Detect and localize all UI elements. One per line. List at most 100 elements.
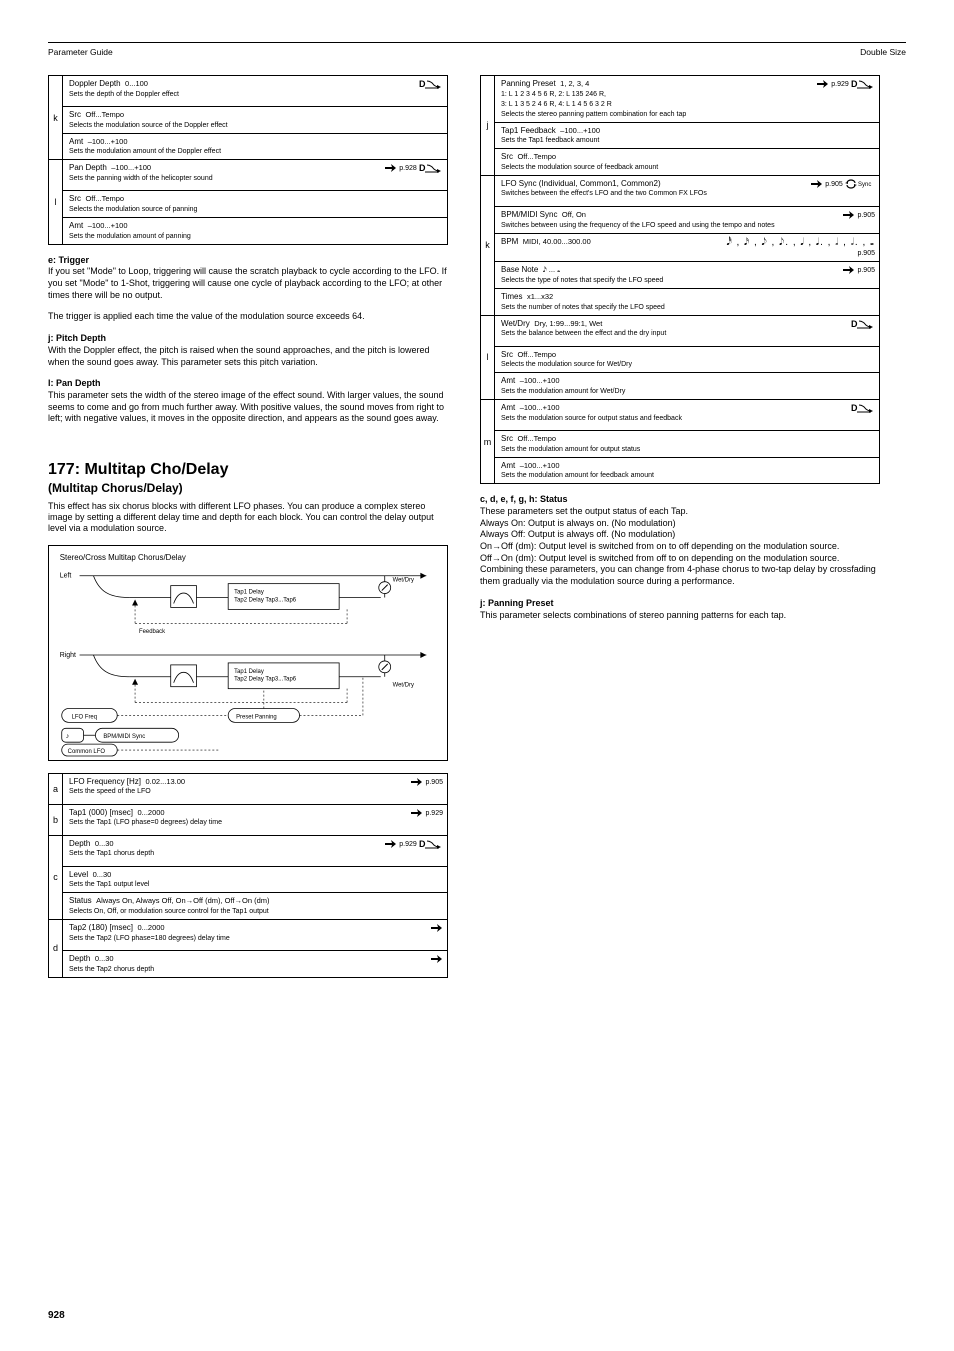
table-row: jPanning Preset 1, 2, 3, 41: L 1 2 3 4 5…	[481, 76, 879, 175]
table-row: lPan Depth –100...+100Sets the panning w…	[49, 159, 447, 243]
row-letter: j	[481, 76, 495, 175]
row-main: Pan Depth –100...+100Sets the panning wi…	[63, 160, 447, 190]
row-letter: l	[49, 160, 63, 243]
dmod-icon	[851, 79, 875, 89]
dmod-icon	[851, 319, 875, 329]
row-main: Doppler Depth 0...100Sets the depth of t…	[63, 76, 447, 106]
page-number: 928	[48, 1310, 65, 1321]
svg-text:Wet/Dry: Wet/Dry	[393, 682, 414, 688]
svg-text:Tap2 Delay Tap3...Tap6: Tap2 Delay Tap3...Tap6	[234, 676, 297, 682]
row-main: Depth 0...30Sets the Tap1 chorus depth p…	[63, 836, 447, 866]
effect-description: This effect has six chorus blocks with d…	[48, 501, 448, 535]
left-column: kDoppler Depth 0...100Sets the depth of …	[48, 75, 448, 978]
row-sub: Tap1 Feedback –100...+100Sets the Tap1 f…	[495, 122, 879, 149]
row-letter: d	[49, 920, 63, 977]
notes-icon: 𝅘𝅥𝅰 , 𝅘𝅥𝅯 , 𝅘𝅥𝅮 , 𝅘𝅥𝅮. , 𝅘𝅥 , 𝅘𝅥. , 𝅗𝅥 ,…	[727, 237, 876, 249]
row-sub: BPM/MIDI Sync Off, OnSwitches between us…	[495, 206, 879, 233]
header-rule	[48, 42, 906, 43]
sync-icon	[845, 179, 875, 189]
row-letter: c	[49, 836, 63, 919]
row-sub: Amt –100...+100Sets the modulation amoun…	[495, 372, 879, 399]
row-sub: Depth 0...30Sets the Tap2 chorus depth	[63, 950, 447, 977]
row-sub: Level 0...30Sets the Tap1 output level	[63, 866, 447, 893]
hand-icon	[817, 79, 829, 89]
hand-icon	[431, 923, 443, 933]
header-right: Double Size	[860, 47, 906, 57]
page-header: Parameter Guide Double Size	[48, 47, 906, 57]
row-sub: Base Note 𝅘𝅥𝅯 ... 𝅝Selects the type of n…	[495, 261, 879, 288]
svg-text:Wet/Dry: Wet/Dry	[393, 577, 414, 583]
row-sub: Amt –100...+100Sets the modulation amoun…	[495, 457, 879, 484]
hand-icon	[385, 163, 397, 173]
svg-text:Feedback: Feedback	[139, 629, 165, 635]
hand-icon	[385, 839, 397, 849]
row-sub: Src Off...TempoSets the modulation amoun…	[495, 430, 879, 457]
row-sub: Amt –100...+100Sets the modulation amoun…	[63, 217, 447, 244]
row-sub: BPM MIDI, 40.00...300.00𝅘𝅥𝅰 , 𝅘𝅥𝅯 , 𝅘𝅥𝅮 …	[495, 233, 879, 262]
svg-text:Left: Left	[60, 572, 72, 579]
note-block: The trigger is applied each time the val…	[48, 311, 448, 323]
dmod-icon	[419, 79, 443, 89]
fx-param-table: aLFO Frequency [Hz] 0.02...13.00Sets the…	[48, 773, 448, 978]
hand-icon	[843, 265, 855, 275]
row-main: Panning Preset 1, 2, 3, 41: L 1 2 3 4 5 …	[495, 76, 879, 122]
note-block: j: Panning PresetThis parameter selects …	[480, 598, 880, 621]
diagram-title: Stereo/Cross Multitap Chorus/Delay	[60, 553, 186, 562]
row-letter: b	[49, 805, 63, 835]
effect-heading: 177: Multitap Cho/Delay (Multitap Chorus…	[48, 461, 448, 535]
svg-text:BPM/MIDI Sync: BPM/MIDI Sync	[103, 734, 145, 740]
row-sub: Src Off...TempoSelects the modulation so…	[495, 148, 879, 175]
svg-text:Tap1 Delay: Tap1 Delay	[234, 589, 264, 595]
right-column: jPanning Preset 1, 2, 3, 41: L 1 2 3 4 5…	[480, 75, 880, 978]
row-main: LFO Sync (Individual, Common1, Common2)S…	[495, 176, 879, 206]
row-sub: Amt –100...+100Sets the modulation amoun…	[63, 133, 447, 160]
block-diagram: Stereo/Cross Multitap Chorus/Delay Left …	[48, 545, 448, 761]
row-main: Tap1 (000) [msec] 0...2000Sets the Tap1 …	[63, 805, 447, 835]
row-letter: k	[481, 176, 495, 315]
hand-icon	[431, 954, 443, 964]
svg-text:Preset Panning: Preset Panning	[236, 714, 277, 720]
row-sub: Src Off...TempoSelects the modulation so…	[63, 106, 447, 133]
table-row: mAmt –100...+100Sets the modulation sour…	[481, 399, 879, 483]
table-row: kDoppler Depth 0...100Sets the depth of …	[49, 76, 447, 159]
svg-text:Common LFO: Common LFO	[68, 749, 106, 755]
svg-text:Tap1 Delay: Tap1 Delay	[234, 669, 264, 675]
right-param-table: jPanning Preset 1, 2, 3, 41: L 1 2 3 4 5…	[480, 75, 880, 484]
svg-text:Tap2 Delay Tap3...Tap6: Tap2 Delay Tap3...Tap6	[234, 597, 297, 603]
hand-icon	[411, 777, 423, 787]
header-left: Parameter Guide	[48, 47, 113, 57]
hand-icon	[411, 808, 423, 818]
row-letter: m	[481, 400, 495, 483]
row-sub: Src Off...TempoSelects the modulation so…	[63, 190, 447, 217]
table-row: aLFO Frequency [Hz] 0.02...13.00Sets the…	[49, 774, 447, 804]
dmod-icon	[419, 839, 443, 849]
table-row: cDepth 0...30Sets the Tap1 chorus depth …	[49, 835, 447, 919]
row-letter: a	[49, 774, 63, 804]
note-block: l: Pan DepthThis parameter sets the widt…	[48, 378, 448, 425]
row-main: Tap2 (180) [msec] 0...2000Sets the Tap2 …	[63, 920, 447, 950]
effect-subtitle: (Multitap Chorus/Delay)	[48, 481, 448, 495]
row-letter: l	[481, 316, 495, 399]
row-sub: Src Off...TempoSelects the modulation so…	[495, 346, 879, 373]
table-row: lWet/Dry Dry, 1:99...99:1, WetSets the b…	[481, 315, 879, 399]
svg-text:♪: ♪	[66, 733, 69, 740]
row-main: LFO Frequency [Hz] 0.02...13.00Sets the …	[63, 774, 447, 804]
note-block: e: TriggerIf you set "Mode" to Loop, tri…	[48, 255, 448, 302]
svg-text:Right: Right	[60, 652, 76, 659]
hand-icon	[811, 179, 823, 189]
dmod-icon	[851, 403, 875, 413]
table-row: dTap2 (180) [msec] 0...2000Sets the Tap2…	[49, 919, 447, 977]
hand-icon	[843, 210, 855, 220]
table-row: bTap1 (000) [msec] 0...2000Sets the Tap1…	[49, 804, 447, 835]
note-block: c, d, e, f, g, h: StatusThese parameters…	[480, 494, 880, 588]
dmod-icon	[419, 163, 443, 173]
table-row: kLFO Sync (Individual, Common1, Common2)…	[481, 175, 879, 315]
row-sub: Times x1...x32Sets the number of notes t…	[495, 288, 879, 315]
row-main: Wet/Dry Dry, 1:99...99:1, WetSets the ba…	[495, 316, 879, 346]
effect-number: 177: Multitap Cho/Delay	[48, 461, 448, 479]
row-main: Amt –100...+100Sets the modulation sourc…	[495, 400, 879, 430]
svg-text:LFO Freq: LFO Freq	[72, 714, 97, 720]
row-letter: k	[49, 76, 63, 159]
left-param-table: kDoppler Depth 0...100Sets the depth of …	[48, 75, 448, 245]
note-block: j: Pitch DepthWith the Doppler effect, t…	[48, 333, 448, 368]
